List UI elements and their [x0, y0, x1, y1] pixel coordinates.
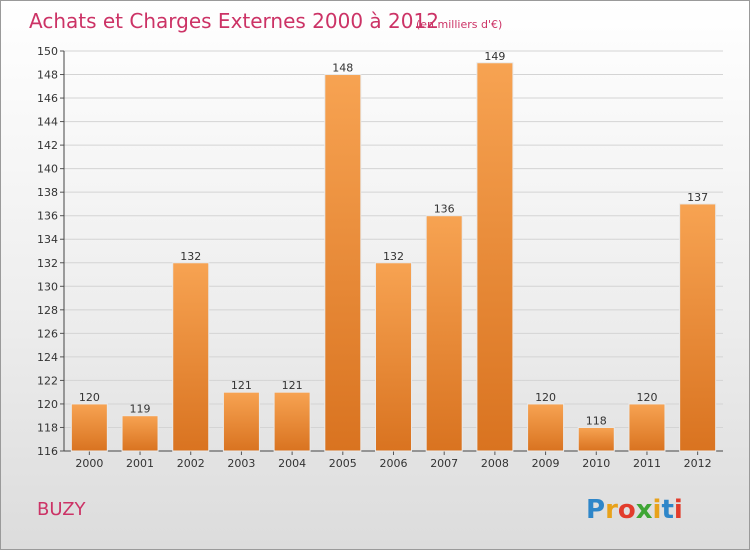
logo-letter: i [653, 495, 662, 525]
bar-2010 [577, 426, 615, 452]
y-tick-label: 148 [37, 69, 58, 82]
y-tick-label: 126 [37, 327, 58, 340]
y-tick-label: 116 [37, 445, 58, 458]
data-label-2007: 136 [434, 203, 455, 216]
proxiti-logo: Proxiti [586, 495, 683, 525]
bar-2006 [375, 262, 412, 452]
data-label-2011: 120 [636, 391, 657, 404]
data-label-2002: 132 [180, 250, 201, 263]
data-label-2008: 149 [484, 50, 505, 63]
x-tick-label: 2009 [532, 457, 560, 470]
x-tick-label: 2000 [75, 457, 103, 470]
x-tick-label: 2005 [329, 457, 357, 470]
bar-2008 [476, 62, 514, 452]
bars [70, 62, 717, 452]
bar-2002 [172, 262, 210, 452]
bar-2007 [425, 215, 463, 452]
x-tick-label: 2008 [481, 457, 509, 470]
data-label-2000: 120 [79, 391, 100, 404]
chart-subtitle: (en milliers d'€) [416, 18, 502, 31]
logo-letter: r [605, 495, 618, 525]
x-tick-label: 2004 [278, 457, 306, 470]
bar-2004 [273, 391, 311, 452]
y-tick-label: 130 [37, 280, 58, 293]
logo-letter: x [636, 495, 653, 525]
x-tick-label: 2002 [177, 457, 205, 470]
y-tick-label: 136 [37, 210, 58, 223]
logo-letter: P [586, 495, 605, 525]
data-label-2005: 148 [332, 62, 353, 75]
y-tick-label: 142 [37, 139, 58, 152]
commune-name: BUZY [37, 499, 87, 520]
axes: 116 118 120 122 124 126 128 130 132 134 136 138 140 1… [37, 45, 723, 470]
x-tick-label: 2011 [633, 457, 661, 470]
data-label-2009: 120 [535, 391, 556, 404]
x-tick-label: 2012 [684, 457, 712, 470]
y-tick-label: 138 [37, 186, 58, 199]
chart-title: Achats et Charges Externes 2000 à 2012 [29, 9, 439, 33]
x-tick-label: 2007 [430, 457, 458, 470]
bar-2009 [527, 403, 565, 452]
logo-letter: t [661, 495, 673, 525]
bar-2003 [222, 391, 260, 452]
bar-2011 [628, 403, 666, 452]
y-tick-label: 118 [37, 421, 58, 434]
data-label-2003: 121 [231, 379, 252, 392]
y-tick-label: 128 [37, 304, 58, 317]
y-tick-label: 132 [37, 257, 58, 270]
y-tick-label: 140 [37, 163, 58, 176]
data-label-2012: 137 [687, 191, 708, 204]
y-tick-label: 150 [37, 45, 58, 58]
proxiti-logo-text: Proxiti [586, 495, 683, 525]
x-tick-label: 2006 [380, 457, 408, 470]
data-label-2004: 121 [282, 379, 303, 392]
y-tick-label: 120 [37, 398, 58, 411]
data-label-2010: 118 [586, 414, 607, 427]
bar-2000 [70, 403, 108, 452]
y-tick-label: 124 [37, 351, 58, 364]
bar-2001 [121, 415, 159, 452]
data-label-2001: 119 [130, 403, 151, 416]
data-label-2006: 132 [383, 250, 404, 263]
logo-letter: i [674, 495, 683, 525]
data-labels: 120 119 132 121 121 148 132 136 149 120 118 120 137 [79, 50, 708, 428]
bar-2012 [679, 203, 717, 452]
x-tick-label: 2003 [227, 457, 255, 470]
y-tick-label: 144 [37, 116, 58, 129]
logo-letter: o [618, 495, 636, 525]
bar-2005 [324, 74, 362, 452]
x-tick-label: 2010 [582, 457, 610, 470]
y-tick-label: 122 [37, 374, 58, 387]
y-tick-label: 146 [37, 92, 58, 105]
x-tick-label: 2001 [126, 457, 154, 470]
y-tick-label: 134 [37, 233, 58, 246]
